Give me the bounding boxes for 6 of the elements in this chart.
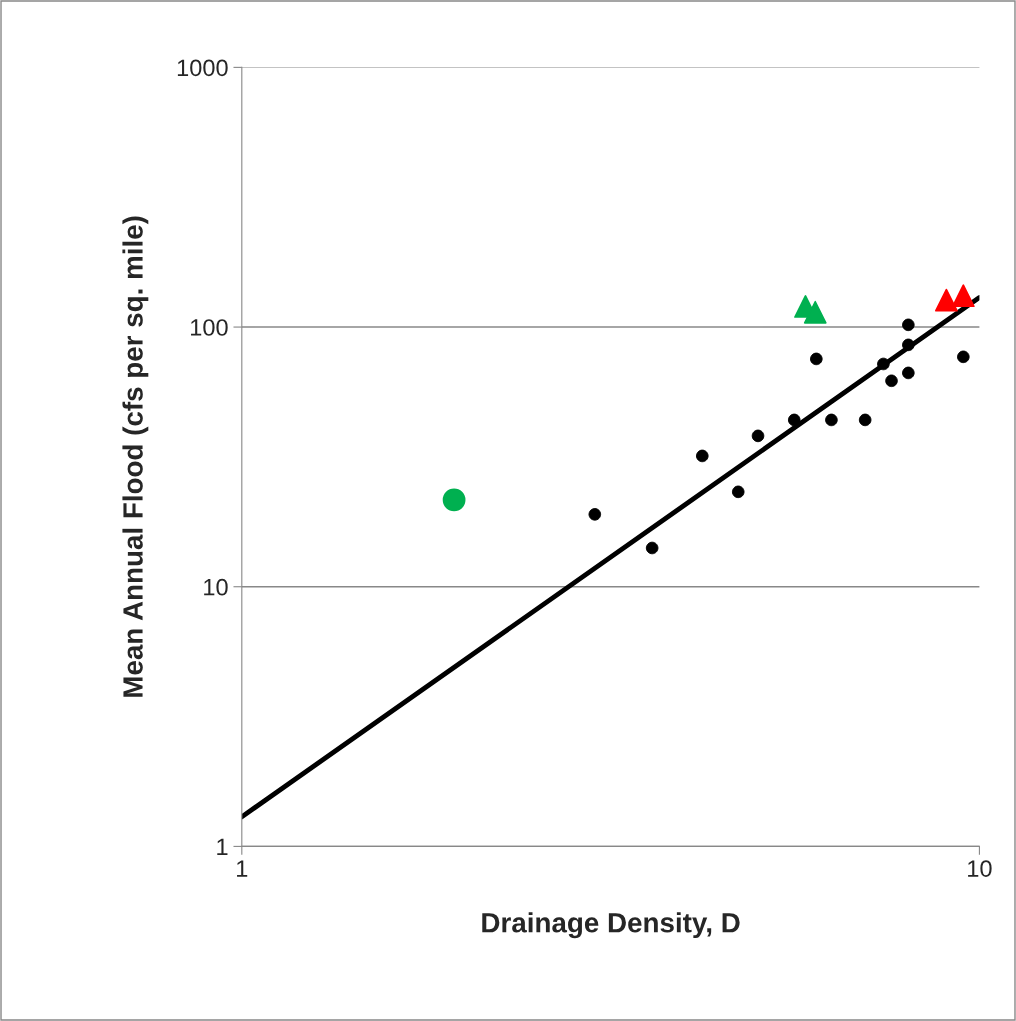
y-tick-label: 10 (204, 578, 228, 596)
y-axis-title: Mean Annual Flood (cfs per sq. mile) (122, 216, 149, 697)
y-tick-label: 1000 (177, 59, 228, 77)
x-axis-title: Drainage Density, D (482, 912, 740, 939)
y-tick-label: 100 (191, 319, 228, 336)
y-tick-label: 1 (217, 838, 228, 855)
